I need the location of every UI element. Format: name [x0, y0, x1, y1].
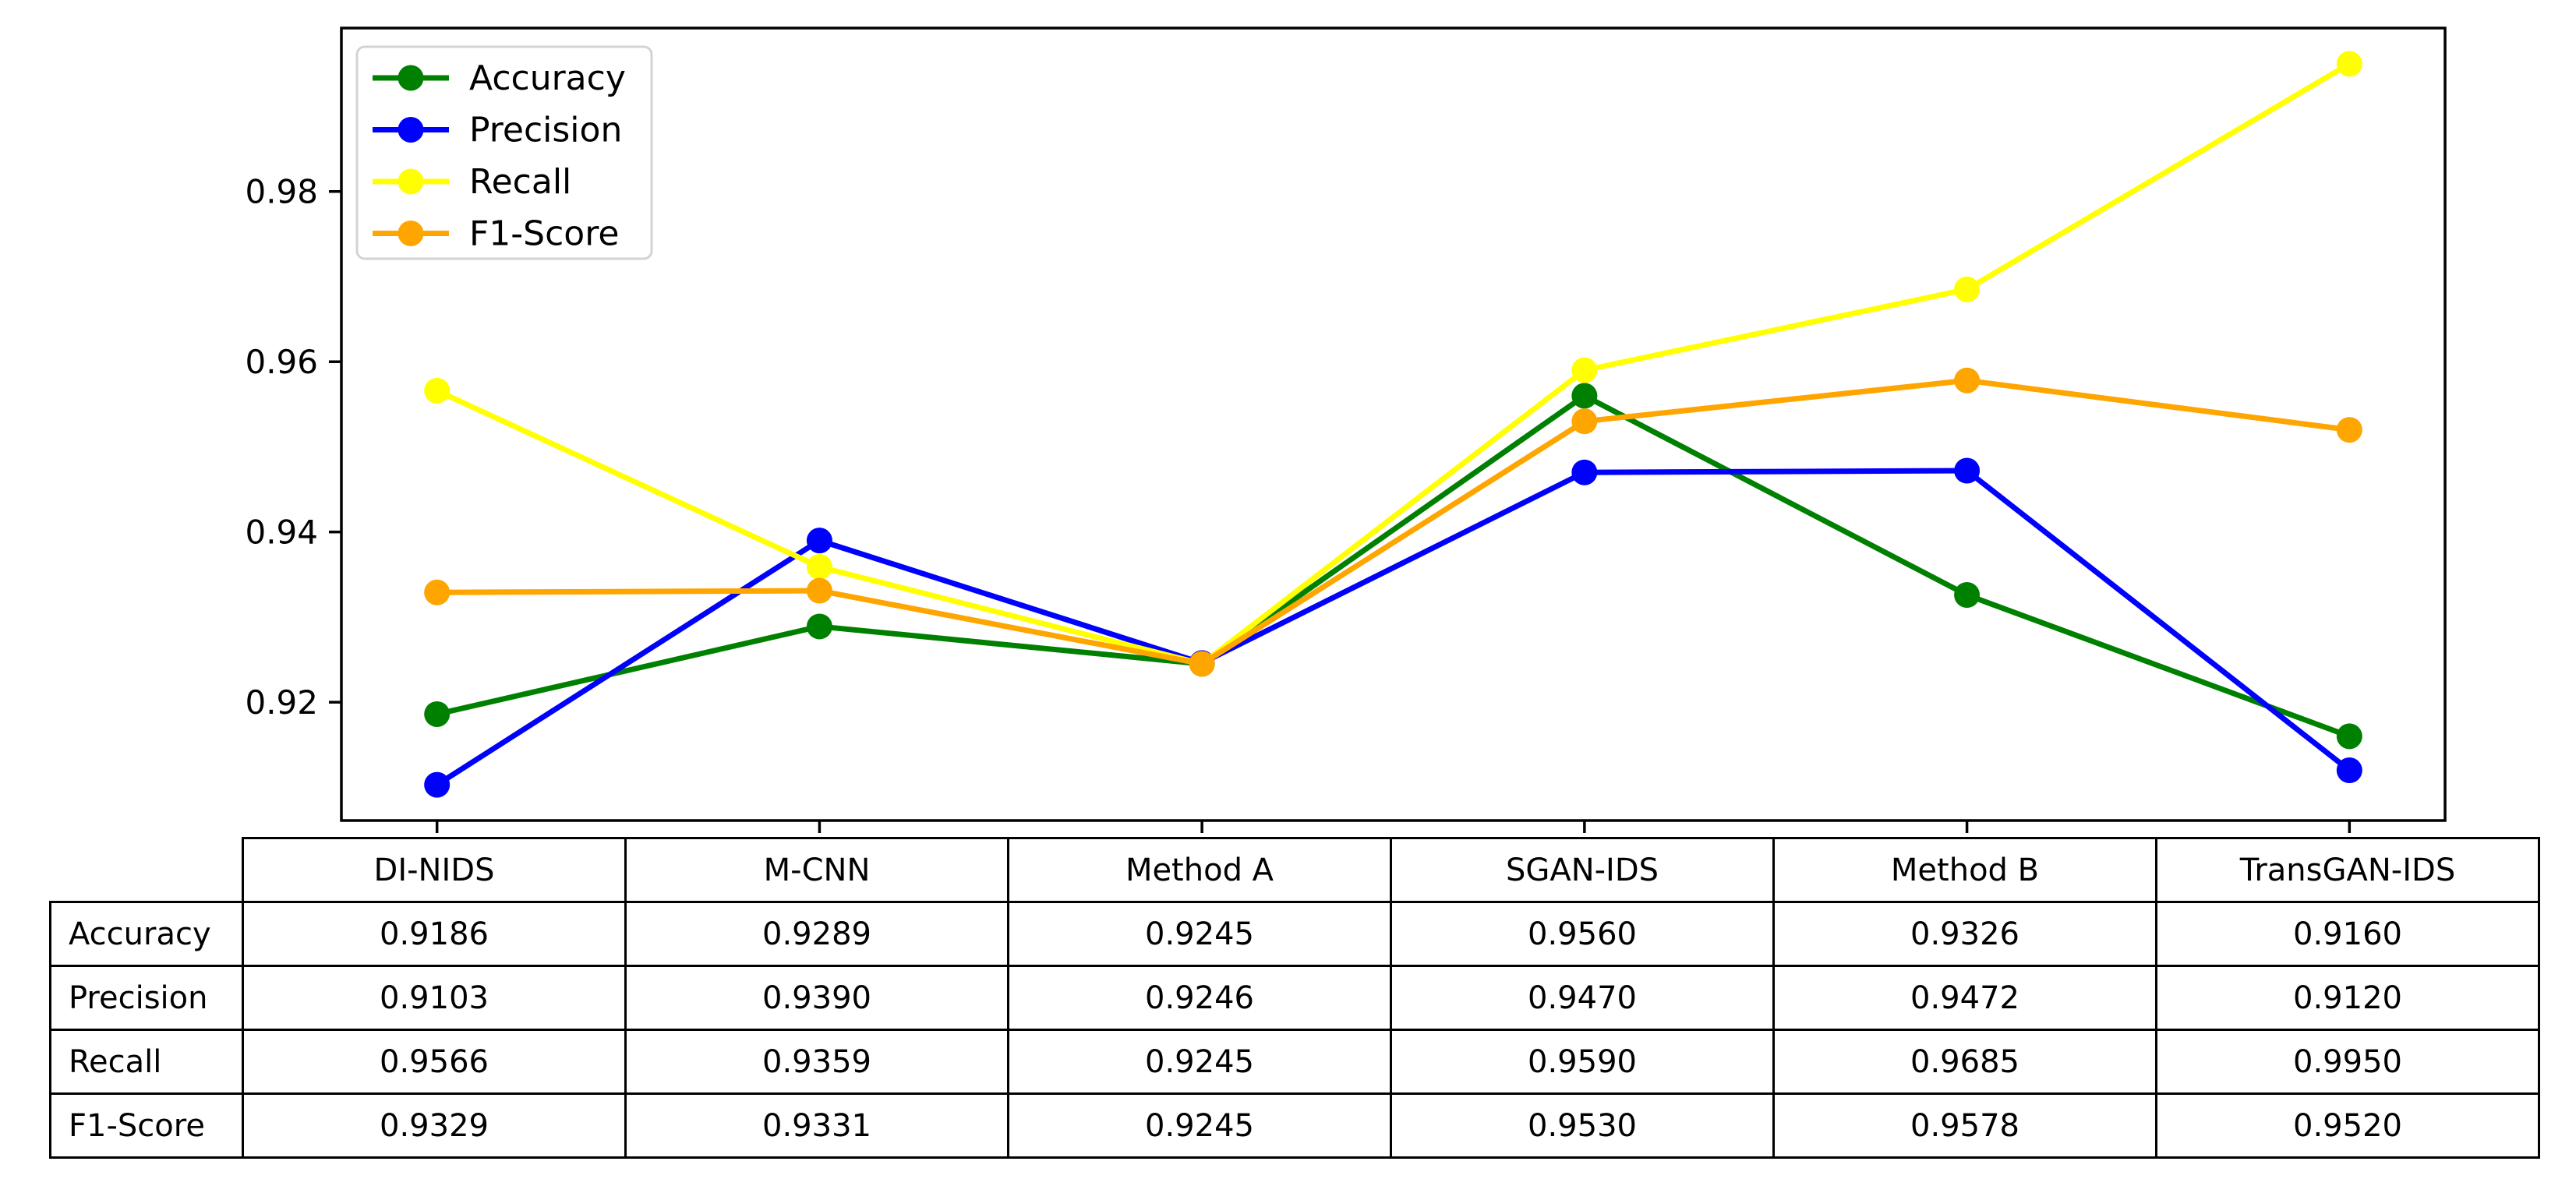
data-point-f1-score [1954, 367, 1981, 394]
table-row: Precision 0.9103 0.9390 0.9246 0.9470 0.9472 0… [49, 965, 2540, 1031]
table-row: F1-Score 0.9329 0.9331 0.9245 0.9530 0.9578 0.… [49, 1092, 2540, 1159]
value-cell: 0.9578 [1772, 1092, 2157, 1159]
data-point-precision [424, 771, 451, 798]
data-point-precision [806, 528, 832, 554]
y-axis-tick-label: 0.92 [245, 683, 318, 722]
value-cell: 0.9950 [2155, 1029, 2540, 1095]
value-cell: 0.9530 [1390, 1092, 1775, 1159]
value-cell: 0.9245 [1007, 901, 1392, 967]
data-point-recall [806, 553, 832, 580]
value-cell: 0.9685 [1772, 1029, 2157, 1095]
legend-marker [398, 65, 424, 91]
value-cell: 0.9246 [1007, 965, 1392, 1031]
legend-label: Recall [469, 162, 571, 202]
data-point-recall [424, 377, 451, 404]
table-header-row: DI-NIDS M-CNN Method A SGAN-IDS Method B Tran… [51, 837, 2540, 903]
table-corner-blank [51, 838, 243, 902]
y-axis-tick-label: 0.94 [245, 514, 318, 552]
value-cell: 0.9103 [242, 965, 627, 1031]
value-cell: 0.9566 [242, 1029, 627, 1095]
y-axis-tick-label: 0.96 [245, 343, 318, 381]
y-axis-tick-label: 0.98 [245, 173, 318, 211]
legend-label: Precision [469, 111, 622, 150]
value-cell: 0.9289 [624, 901, 1009, 967]
series-line-accuracy [434, 393, 2352, 739]
data-point-f1-score [1571, 408, 1598, 435]
value-cell: 0.9245 [1007, 1092, 1392, 1159]
value-cell: 0.9560 [1390, 901, 1775, 967]
value-cell: 0.9472 [1772, 965, 2157, 1031]
column-header: M-CNN [624, 837, 1009, 903]
value-cell: 0.9520 [2155, 1092, 2540, 1159]
row-label: Recall [49, 1029, 244, 1095]
column-header: TransGAN-IDS [2155, 837, 2540, 903]
data-point-accuracy [1954, 582, 1981, 609]
data-point-f1-score [2336, 417, 2362, 443]
column-header: Method B [1772, 837, 2157, 903]
metrics-table: DI-NIDS M-CNN Method A SGAN-IDS Method B Tran… [49, 837, 2540, 1159]
data-point-f1-score [806, 577, 832, 604]
column-header: SGAN-IDS [1390, 837, 1775, 903]
legend-label: F1-Score [469, 214, 619, 254]
value-cell: 0.9329 [242, 1092, 627, 1159]
data-point-accuracy [1571, 383, 1598, 409]
legend: Accuracy Precision Recall F1-Score [355, 45, 653, 260]
row-label: Precision [49, 965, 244, 1031]
legend-marker [398, 117, 424, 143]
data-point-recall [2336, 51, 2362, 77]
data-point-accuracy [2336, 723, 2362, 750]
data-point-f1-score [424, 579, 451, 605]
legend-label: Accuracy [469, 58, 626, 98]
data-point-accuracy [806, 613, 832, 640]
value-cell: 0.9160 [2155, 901, 2540, 967]
data-point-recall [1571, 357, 1598, 383]
legend-box [355, 45, 653, 260]
value-cell: 0.9359 [624, 1029, 1009, 1095]
legend-marker [398, 168, 424, 195]
value-cell: 0.9331 [624, 1092, 1009, 1159]
series-line-recall [434, 61, 2352, 667]
line-chart: 0.92 0.94 0.96 0.98 Accuracy Precision Recall F… [245, 26, 2447, 833]
data-point-f1-score [1189, 651, 1215, 677]
column-header: DI-NIDS [242, 837, 627, 903]
data-point-precision [1571, 459, 1598, 485]
series-line-f1-score [434, 377, 2352, 667]
legend-marker [398, 221, 424, 246]
column-header: Method A [1007, 837, 1392, 903]
data-point-precision [1954, 457, 1981, 484]
value-cell: 0.9326 [1772, 901, 2157, 967]
data-point-precision [2336, 757, 2362, 784]
value-cell: 0.9470 [1390, 965, 1775, 1031]
value-cell: 0.9186 [242, 901, 627, 967]
table-row: Recall 0.9566 0.9359 0.9245 0.9590 0.9685 0.99… [49, 1029, 2540, 1095]
value-cell: 0.9590 [1390, 1029, 1775, 1095]
row-label: F1-Score [49, 1092, 244, 1159]
table-row: Accuracy 0.9186 0.9289 0.9245 0.9560 0.9326 0.… [49, 901, 2540, 967]
series-line-precision [434, 468, 2352, 788]
value-cell: 0.9390 [624, 965, 1009, 1031]
data-point-recall [1954, 276, 1981, 302]
value-cell: 0.9120 [2155, 965, 2540, 1031]
plot-frame [340, 26, 2447, 822]
row-label: Accuracy [49, 901, 244, 967]
value-cell: 0.9245 [1007, 1029, 1392, 1095]
data-point-accuracy [424, 701, 451, 727]
